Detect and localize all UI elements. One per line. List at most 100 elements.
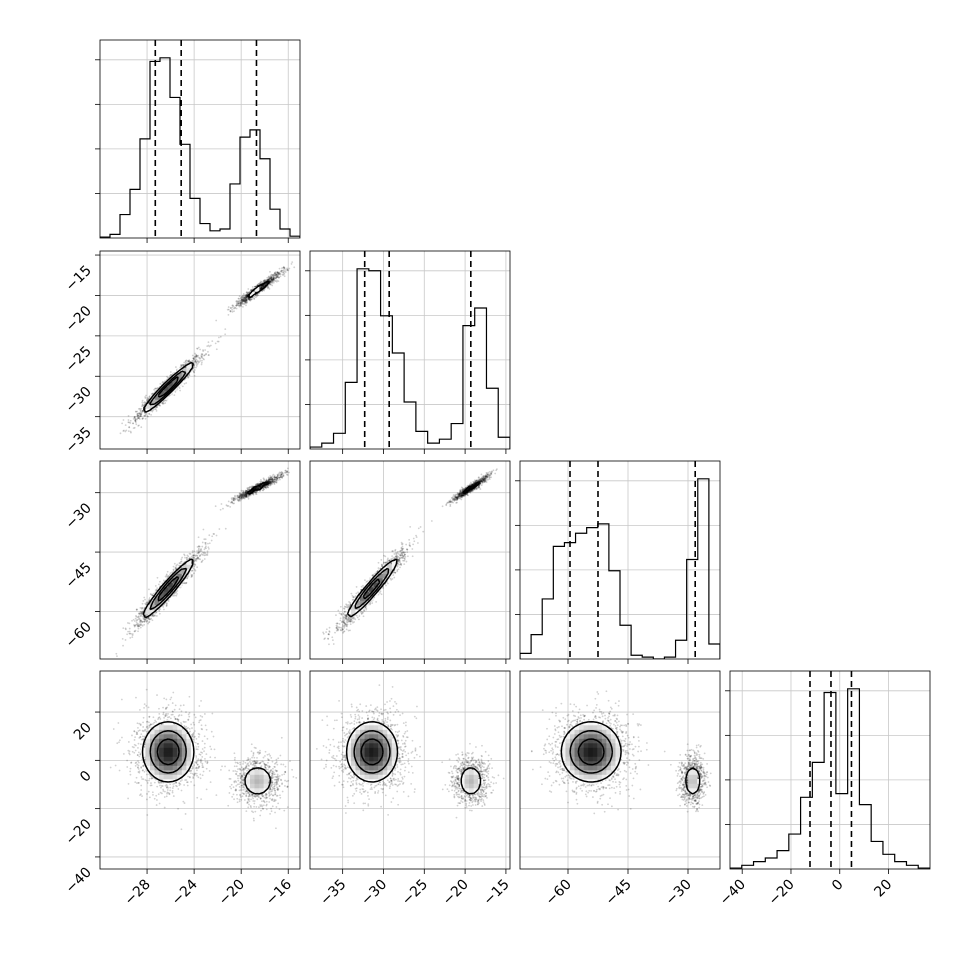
scatter-point [239,301,242,304]
scatter-point [271,278,274,281]
scatter-point [249,299,252,302]
scatter-point [265,278,268,281]
scatter-point [201,354,204,356]
scatter-point [138,613,141,615]
scatter-point [161,402,164,405]
scatter-point [242,493,245,496]
scatter-point [277,280,280,283]
scatter-point [251,493,254,496]
scatter-point [244,298,246,301]
scatter-point [144,413,147,416]
scatter-point [192,556,195,559]
scatter-point [276,279,278,282]
scatter-point [270,278,272,281]
scatter-point [257,483,259,486]
scatter-point [270,274,273,277]
scatter-point [143,412,146,414]
scatter-point [193,565,196,568]
scatter-point [150,614,153,617]
scatter-point [284,469,287,472]
scatter-point [175,564,178,567]
scatter-point [264,279,267,282]
scatter-point [279,272,281,275]
scatter-point [260,285,262,288]
scatter-point [255,487,258,490]
scatter-point [244,493,247,495]
scatter-point [162,606,165,608]
scatter-point [128,630,131,633]
scatter-point [243,494,246,497]
scatter-point [147,397,150,400]
scatter-point [259,280,262,283]
scatter-point [278,471,281,474]
scatter-point [276,275,279,278]
scatter-point [188,374,190,376]
scatter-point [242,296,245,299]
scatter-point [182,582,185,585]
scatter-point [239,303,242,305]
scatter-point [241,299,244,302]
scatter-point [193,560,195,563]
scatter-point [240,497,242,500]
scatter-point [229,310,232,313]
scatter-point [267,486,270,489]
scatter-point [267,484,270,487]
scatter-point [241,494,244,497]
scatter-point [240,297,242,300]
scatter-point [239,494,242,497]
scatter-point [192,554,195,557]
scatter-point [187,376,189,379]
scatter-point [132,427,135,429]
scatter-point [267,278,270,281]
scatter-point [263,486,265,488]
scatter-point [281,271,284,274]
scatter-point [286,474,289,476]
scatter-point [241,495,244,498]
scatter-point [269,482,271,485]
scatter-point [282,473,285,476]
scatter-point [278,476,280,479]
scatter-point [195,557,198,560]
scatter-point [174,566,177,569]
scatter-point [146,396,149,399]
scatter-point [244,300,247,302]
scatter-point [262,285,265,288]
scatter-point [199,357,201,359]
scatter-point [245,291,248,293]
scatter-point [243,496,246,499]
scatter-point [245,494,248,497]
scatter-point [240,297,242,299]
scatter-point [254,487,257,490]
scatter-point [242,300,245,302]
scatter-point [242,494,245,497]
scatter-point [239,302,242,305]
scatter-point [244,494,247,497]
scatter-point [232,497,235,500]
scatter-point [248,298,250,301]
scatter-point [274,476,277,479]
scatter-point [199,550,202,552]
scatter-point [204,542,206,544]
scatter-point [116,655,118,658]
scatter-point [275,475,278,478]
scatter-point [255,491,258,494]
scatter-point [164,380,166,382]
scatter-point [268,478,271,481]
scatter-point [133,630,136,633]
scatter-point [139,610,142,613]
scatter-point [172,569,175,572]
scatter-point [139,619,142,622]
scatter-point [173,592,176,595]
scatter-point [147,415,149,418]
scatter-point [144,414,146,417]
scatter-point [254,491,257,494]
scatter-point [285,470,288,473]
scatter-point [271,478,274,480]
scatter-point [245,494,248,497]
scatter-point [187,575,190,577]
scatter-point [143,596,146,599]
scatter-point [188,360,190,363]
scatter-point [269,277,272,280]
scatter-point [148,395,151,398]
scatter-point [229,310,232,313]
